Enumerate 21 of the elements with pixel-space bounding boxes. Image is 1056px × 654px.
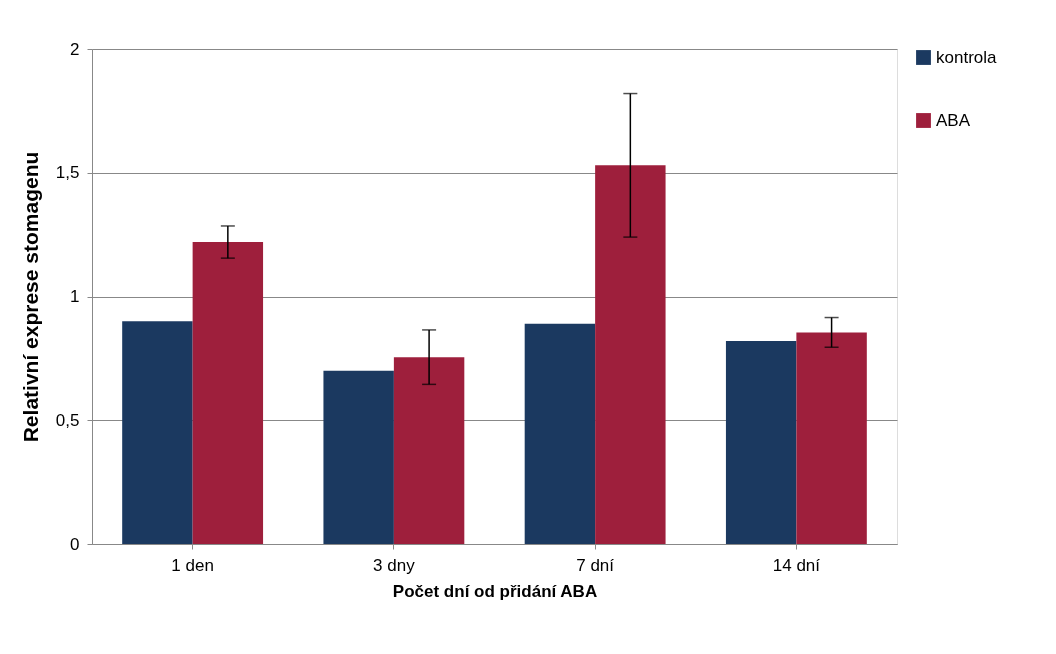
legend-label: kontrola	[936, 47, 998, 67]
x-tick-label: 14 dní	[772, 555, 821, 575]
y-tick-label: 0,5	[55, 410, 80, 430]
bar	[595, 165, 666, 544]
bar	[192, 242, 264, 544]
legend-label: ABA	[936, 110, 971, 130]
bar	[725, 341, 797, 544]
x-axis-title: Počet dní od přidání ABA	[392, 581, 598, 601]
y-tick-label: 2	[70, 39, 80, 59]
bar	[122, 321, 193, 544]
bar	[524, 323, 596, 544]
x-tick-label: 1 den	[171, 555, 214, 575]
x-tick-label: 3 dny	[373, 555, 416, 575]
y-tick-label: 1,5	[55, 163, 80, 183]
y-tick-label: 0	[70, 534, 80, 554]
y-axis-title: Relativní exprese stomagenu	[18, 151, 42, 443]
x-tick-label: 7 dní	[576, 555, 615, 575]
y-tick-label: 1	[70, 287, 80, 306]
bar	[323, 370, 394, 544]
bar	[796, 332, 867, 544]
bar	[393, 357, 465, 544]
